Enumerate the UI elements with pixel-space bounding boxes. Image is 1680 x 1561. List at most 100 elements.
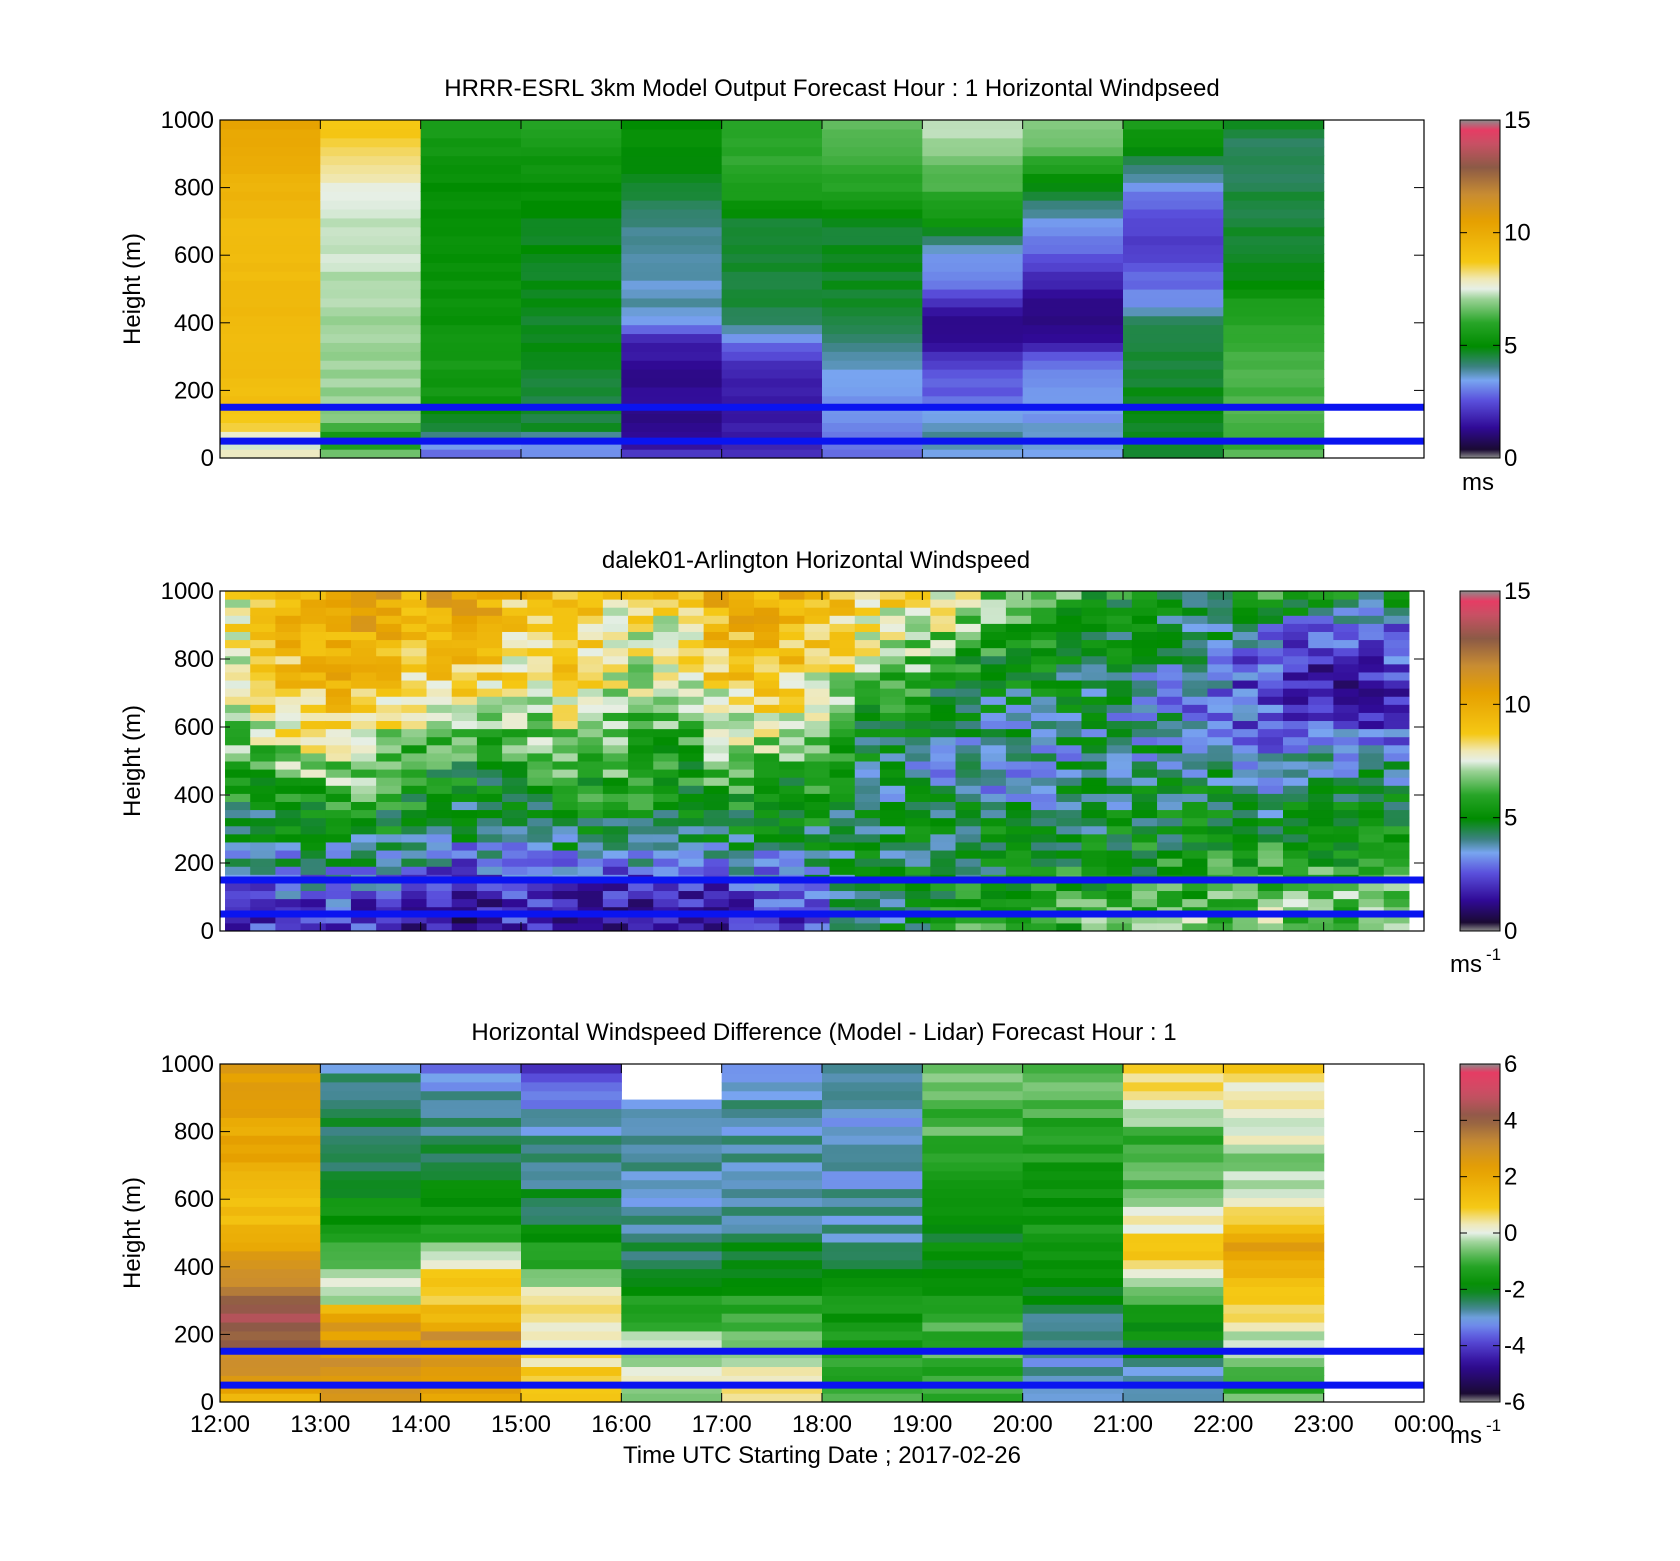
heatmap-cell [653,615,679,624]
heatmap-cell [1022,1384,1124,1394]
heatmap-cell [678,680,705,689]
heatmap-cell [1005,801,1032,811]
heatmap-cell [1005,914,1032,924]
heatmap-cell [250,841,276,851]
heatmap-cell [653,712,679,722]
heatmap-cell [1383,688,1410,697]
heatmap-cell [1022,253,1124,263]
heatmap-cell [502,744,528,754]
heatmap-cell [1223,1179,1325,1190]
heatmap-cell [1182,623,1208,632]
heatmap-cell [376,850,402,859]
heatmap-cell [451,858,478,867]
heatmap-cell [1308,688,1334,697]
heatmap-cell [1223,306,1325,317]
heatmap-cell [1358,850,1385,859]
heatmap-cell [275,801,302,811]
heatmap-cell [320,1313,422,1323]
heatmap-cell [1123,333,1224,343]
heatmap-cell [829,793,856,802]
heatmap-cell [1022,449,1124,459]
heatmap-cell [426,599,453,608]
heatmap-cell [980,914,1007,924]
heatmap-cell [521,315,622,326]
heatmap-cell [275,833,302,843]
heatmap-cell [822,217,923,228]
heatmap-cell [754,922,780,932]
heatmap-cell [1223,386,1325,397]
heatmap-cell [376,663,402,673]
heatmap-cell [420,1081,522,1092]
heatmap-cell [420,1366,522,1376]
heatmap-cell [653,607,679,616]
heatmap-cell [728,639,755,649]
heatmap-cell [502,631,528,641]
heatmap-cell [980,591,1007,600]
heatmap-cell [1157,866,1183,875]
heatmap-cell [1207,631,1234,641]
heatmap-cell [804,785,831,794]
heatmap-cell [1358,841,1385,851]
heatmap-cell [721,1224,823,1234]
heatmap-cell [854,615,881,624]
heatmap-cell [577,688,604,697]
heatmap-cell [552,671,579,681]
colorbar-unit: ms -1 [1450,945,1501,978]
heatmap-cell [350,671,377,681]
heatmap-cell [1081,825,1108,835]
heatmap-cell [1207,696,1234,705]
heatmap-cell [728,922,755,932]
heatmap-cell [426,615,453,624]
heatmap-cell [804,720,831,730]
heatmap-cell [1232,623,1259,632]
heatmap-cell [754,655,780,665]
heatmap-cell [854,607,881,616]
heatmap-cell [1257,858,1284,867]
heatmap-cell [577,890,604,900]
heatmap-cell [829,850,856,859]
heatmap-cell [220,1135,321,1145]
heatmap-cell [1232,631,1259,641]
heatmap-cell [426,607,453,616]
heatmap-cell [1056,639,1082,649]
heatmap-cell [1005,785,1032,794]
heatmap-cell [250,623,276,632]
heatmap-cell [905,599,931,608]
heatmap-cell [451,922,478,932]
heatmap-cell [854,882,881,892]
heatmap-cell [1223,351,1325,361]
heatmap-cell [225,858,251,867]
heatmap-cell [577,736,604,746]
heatmap-cell [1223,360,1325,370]
heatmap-cell [1257,639,1284,649]
heatmap-cell [1081,728,1108,738]
heatmap-cell [922,182,1024,192]
heatmap-cell [721,1313,823,1323]
heatmap-cell [1182,898,1208,908]
heatmap-cell [721,1161,823,1172]
heatmap-cell [829,615,856,624]
heatmap-cell [1182,793,1208,802]
heatmap-cell [376,696,402,705]
heatmap-cell [779,712,805,722]
heatmap-cell [1123,1126,1224,1136]
heatmap-cell [521,1375,622,1385]
heatmap-cell [1056,922,1082,932]
heatmap-cell [678,607,705,616]
heatmap-cell [275,841,302,851]
heatmap-cell [621,1295,723,1305]
heatmap-cell [376,623,402,632]
heatmap-cell [1157,704,1183,713]
heatmap-cell [1223,1393,1325,1403]
heatmap-cell [854,736,881,746]
heatmap-cell [1022,217,1124,228]
heatmap-cell [1308,882,1334,892]
heatmap-cell [879,809,906,819]
heatmap-cell [577,809,604,819]
heatmap-cell [980,850,1007,859]
heatmap-cell [721,1144,823,1154]
heatmap-cell [905,898,931,908]
colorbar-tick-label: 0 [1504,445,1517,472]
heatmap-cell [350,850,377,859]
heatmap-cell [1031,761,1057,770]
